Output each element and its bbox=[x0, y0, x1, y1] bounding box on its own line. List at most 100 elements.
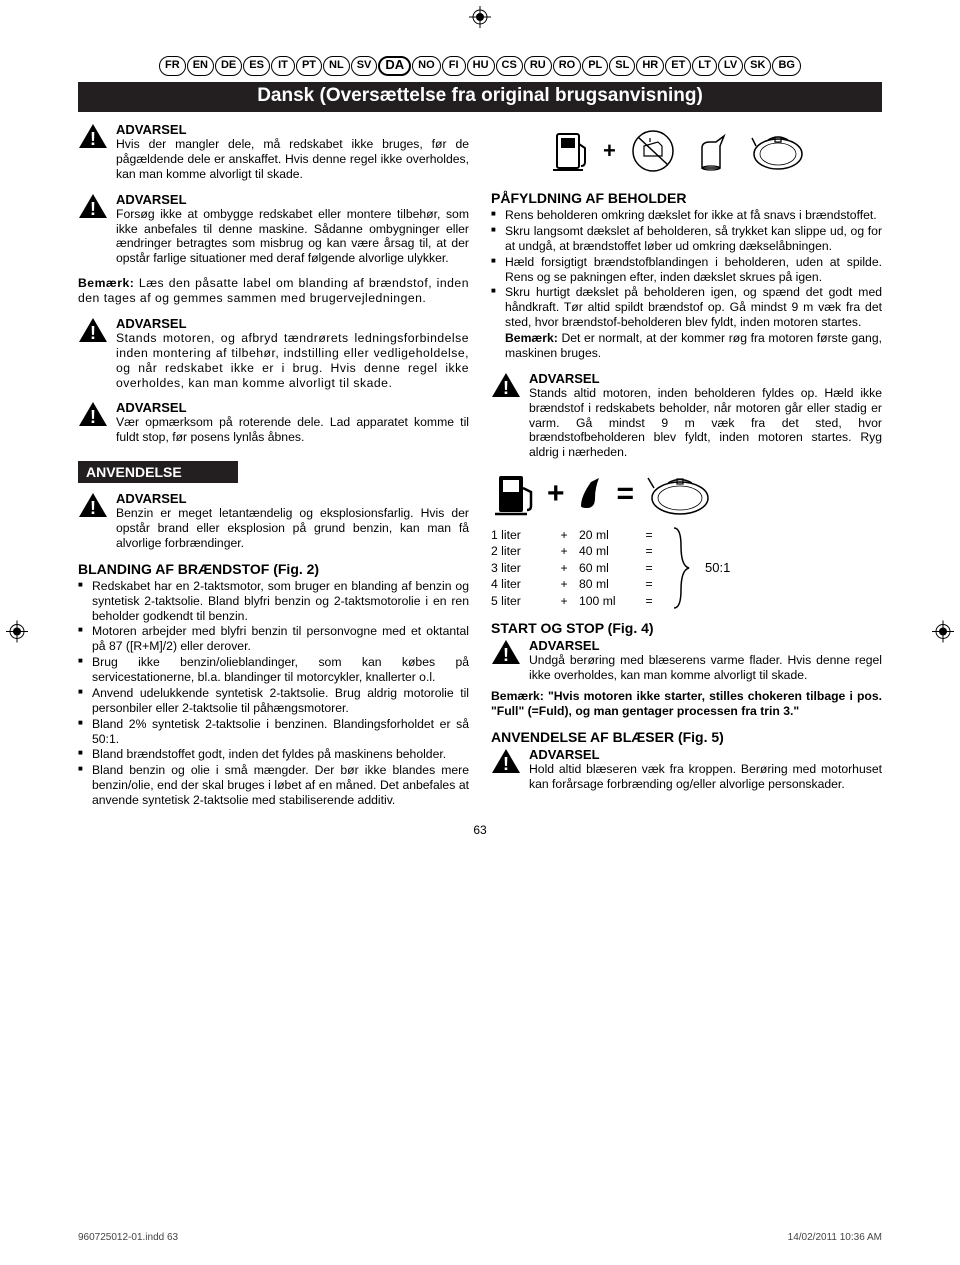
list-item: Anvend udelukkende syntetisk 2-taktsolie… bbox=[78, 686, 469, 716]
mix-row: 2 liter+40 ml= bbox=[491, 543, 661, 559]
lang-pill-hu: HU bbox=[467, 56, 495, 76]
fuel-pump-icon bbox=[551, 128, 591, 174]
warning-title: ADVARSEL bbox=[116, 400, 469, 415]
warning-text: Stands motoren, og afbryd tændrørets led… bbox=[116, 331, 469, 391]
warning-block: ! ADVARSEL Hvis der mangler dele, må red… bbox=[78, 122, 469, 182]
list-item: Redskabet har en 2-taktsmotor, som bruge… bbox=[78, 579, 469, 624]
lang-pill-no: NO bbox=[412, 56, 441, 76]
svg-text:!: ! bbox=[90, 199, 96, 219]
page-number: 63 bbox=[78, 823, 882, 837]
oil-drop-icon bbox=[575, 474, 607, 514]
warning-text: Hold altid blæseren væk fra kroppen. Ber… bbox=[529, 762, 882, 792]
lang-pill-sk: SK bbox=[744, 56, 771, 76]
fuel-can-icon bbox=[748, 128, 808, 174]
heading-blower: ANVENDELSE AF BLÆSER (Fig. 5) bbox=[491, 729, 882, 745]
list-item: Bland benzin og olie i små mængder. Der … bbox=[78, 763, 469, 808]
list-item: Skru hurtigt dækslet på beholderen igen,… bbox=[491, 285, 882, 330]
mix-cell: 1 liter bbox=[491, 527, 549, 543]
list-item: Motoren arbejder med blyfri benzin til p… bbox=[78, 624, 469, 654]
lang-pill-it: IT bbox=[271, 56, 295, 76]
warning-title: ADVARSEL bbox=[529, 747, 882, 762]
warning-text: Benzin er meget letantændelig og eksplos… bbox=[116, 506, 469, 551]
crop-mark-top bbox=[469, 6, 491, 31]
warning-icon: ! bbox=[491, 372, 521, 398]
mix-cell: 3 liter bbox=[491, 560, 549, 576]
warning-text: Vær opmærksom på roterende dele. Lad app… bbox=[116, 415, 469, 445]
warning-title: ADVARSEL bbox=[116, 192, 469, 207]
warning-icon: ! bbox=[78, 193, 108, 219]
crop-mark-right bbox=[932, 620, 954, 645]
plus-sign: + bbox=[547, 477, 565, 511]
lang-pill-fi: FI bbox=[442, 56, 466, 76]
svg-text:!: ! bbox=[503, 754, 509, 774]
language-row: FRENDEESITPTNLSVDANOFIHUCSRUROPLSLHRETLT… bbox=[78, 56, 882, 76]
bullet-list-blanding: Redskabet har en 2-taktsmotor, som bruge… bbox=[78, 579, 469, 808]
mix-cell: + bbox=[549, 593, 579, 609]
mix-row: 1 liter+20 ml= bbox=[491, 527, 661, 543]
lang-pill-cs: CS bbox=[496, 56, 523, 76]
warning-block: ! ADVARSEL Forsøg ikke at ombygge redska… bbox=[78, 192, 469, 267]
warning-icon: ! bbox=[78, 123, 108, 149]
lang-pill-nl: NL bbox=[323, 56, 350, 76]
warning-block: ! ADVARSEL Vær opmærksom på roterende de… bbox=[78, 400, 469, 445]
warning-text: Undgå berøring med blæserens varme flade… bbox=[529, 653, 882, 683]
list-item: Bland brændstoffet godt, inden det fylde… bbox=[78, 747, 469, 762]
warning-title: ADVARSEL bbox=[529, 371, 882, 386]
warning-title: ADVARSEL bbox=[116, 122, 469, 137]
footer-right: 14/02/2011 10:36 AM bbox=[788, 1232, 882, 1243]
start-note: Bemærk: "Hvis motoren ikke starter, stil… bbox=[491, 689, 882, 719]
fuel-diagram: + bbox=[491, 122, 882, 184]
plus-sign: + bbox=[603, 138, 616, 164]
equals-sign: = bbox=[617, 477, 635, 511]
fill-note: Bemærk: Det er normalt, at der kommer rø… bbox=[491, 331, 882, 361]
right-column: + PÅFYLDNIN bbox=[491, 122, 882, 809]
warning-icon: ! bbox=[78, 492, 108, 518]
lang-pill-hr: HR bbox=[636, 56, 664, 76]
mix-row: 3 liter+60 ml= bbox=[491, 560, 661, 576]
mix-cell: + bbox=[549, 527, 579, 543]
svg-text:!: ! bbox=[90, 498, 96, 518]
section-heading-anvendelse: ANVENDELSE bbox=[78, 461, 238, 483]
warning-title: ADVARSEL bbox=[116, 491, 469, 506]
mix-cell: 4 liter bbox=[491, 576, 549, 592]
warning-block: ! ADVARSEL Benzin er meget letantændelig… bbox=[78, 491, 469, 551]
lang-pill-en: EN bbox=[187, 56, 214, 76]
mix-cell: = bbox=[637, 543, 661, 559]
mix-cell: 5 liter bbox=[491, 593, 549, 609]
lang-pill-pt: PT bbox=[296, 56, 322, 76]
heading-start: START OG STOP (Fig. 4) bbox=[491, 620, 882, 636]
lang-pill-pl: PL bbox=[582, 56, 608, 76]
warning-block: ! ADVARSEL Hold altid blæseren væk fra k… bbox=[491, 747, 882, 792]
brace-icon bbox=[671, 526, 691, 610]
lang-pill-et: ET bbox=[665, 56, 691, 76]
svg-text:!: ! bbox=[90, 407, 96, 427]
mix-cell: 2 liter bbox=[491, 543, 549, 559]
list-item: Hæld forsigtigt brændstofblandingen i be… bbox=[491, 255, 882, 285]
svg-text:!: ! bbox=[90, 129, 96, 149]
heading-blanding: BLANDING AF BRÆNDSTOF (Fig. 2) bbox=[78, 561, 469, 577]
mix-cell: + bbox=[549, 576, 579, 592]
crop-mark-left bbox=[6, 620, 28, 645]
lang-pill-da: DA bbox=[378, 56, 411, 76]
oil-bottle-icon bbox=[690, 128, 736, 174]
footer: 960725012-01.indd 63 14/02/2011 10:36 AM bbox=[78, 1232, 882, 1243]
warning-text: Hvis der mangler dele, må redskabet ikke… bbox=[116, 137, 469, 182]
page-title: Dansk (Oversættelse fra original brugsan… bbox=[78, 82, 882, 112]
mix-cell: = bbox=[637, 593, 661, 609]
bullet-list-fill: Rens beholderen omkring dækslet for ikke… bbox=[491, 208, 882, 330]
left-column: ! ADVARSEL Hvis der mangler dele, må red… bbox=[78, 122, 469, 809]
mix-row: 5 liter+100 ml= bbox=[491, 593, 661, 609]
lang-pill-ru: RU bbox=[524, 56, 552, 76]
list-item: Rens beholderen omkring dækslet for ikke… bbox=[491, 208, 882, 223]
mix-cell: 80 ml bbox=[579, 576, 637, 592]
mix-cell: = bbox=[637, 576, 661, 592]
svg-text:!: ! bbox=[503, 378, 509, 398]
mix-cell: = bbox=[637, 560, 661, 576]
footer-left: 960725012-01.indd 63 bbox=[78, 1232, 178, 1243]
lang-pill-sv: SV bbox=[351, 56, 378, 76]
warning-block: ! ADVARSEL Stands motoren, og afbryd tæn… bbox=[78, 316, 469, 391]
warning-icon: ! bbox=[491, 639, 521, 665]
warning-text: Stands altid motoren, inden beholderen f… bbox=[529, 386, 882, 460]
lang-pill-es: ES bbox=[243, 56, 270, 76]
lang-pill-ro: RO bbox=[553, 56, 582, 76]
